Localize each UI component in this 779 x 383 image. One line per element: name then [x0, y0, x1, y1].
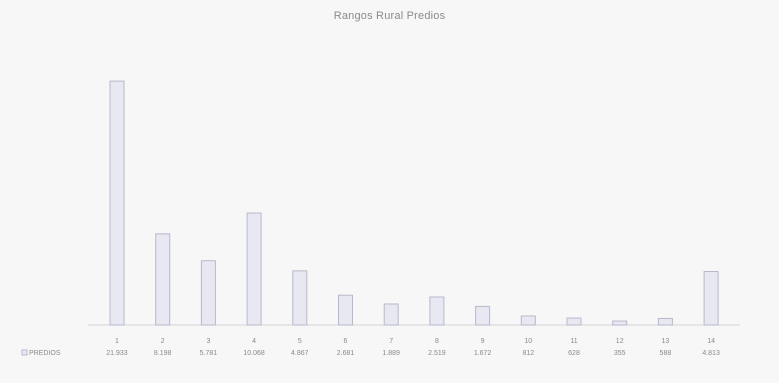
- value-label-14: 4.813: [702, 350, 720, 357]
- value-label-1: 21.933: [106, 350, 128, 357]
- bar-14: [703, 270, 719, 326]
- category-label-10: 10: [524, 338, 532, 345]
- category-label-6: 6: [344, 338, 348, 345]
- bar-5: [292, 270, 308, 326]
- value-label-7: 1.889: [382, 350, 400, 357]
- value-label-2: 8.198: [154, 350, 172, 357]
- legend-swatch: [21, 349, 28, 356]
- legend-label: PREDIOS: [29, 350, 61, 357]
- value-label-10: 812: [522, 350, 534, 357]
- category-label-11: 11: [570, 338, 577, 345]
- bar-6: [338, 294, 353, 326]
- category-label-14: 14: [707, 338, 715, 345]
- bar-9: [475, 305, 491, 326]
- bar-3: [200, 260, 216, 326]
- value-label-12: 355: [614, 350, 626, 357]
- category-label-1: 1: [115, 338, 119, 345]
- category-label-8: 8: [435, 338, 439, 345]
- bar-11: [566, 317, 582, 326]
- category-label-13: 13: [662, 338, 670, 345]
- value-label-8: 2.519: [428, 350, 446, 357]
- bar-8: [429, 296, 445, 326]
- bar-4: [246, 212, 262, 326]
- value-label-9: 1.672: [474, 350, 492, 357]
- bar-1: [109, 80, 125, 326]
- category-label-4: 4: [252, 338, 256, 345]
- bar-10: [520, 315, 536, 326]
- category-label-2: 2: [161, 338, 165, 345]
- value-label-6: 2.681: [337, 350, 355, 357]
- value-label-4: 10.068: [243, 350, 265, 357]
- category-label-5: 5: [298, 338, 302, 345]
- bar-7: [383, 303, 399, 326]
- category-label-3: 3: [206, 338, 210, 345]
- bar-2: [155, 233, 171, 326]
- category-label-9: 9: [481, 338, 485, 345]
- value-label-3: 5.781: [200, 350, 218, 357]
- chart-title: Rangos Rural Predios: [333, 10, 446, 22]
- value-label-13: 588: [660, 350, 672, 357]
- value-label-5: 4.867: [291, 350, 309, 357]
- category-label-12: 12: [616, 338, 624, 345]
- bar-12: [612, 320, 628, 326]
- bar-13: [657, 317, 673, 326]
- category-label-7: 7: [389, 338, 393, 345]
- value-label-11: 628: [568, 350, 580, 357]
